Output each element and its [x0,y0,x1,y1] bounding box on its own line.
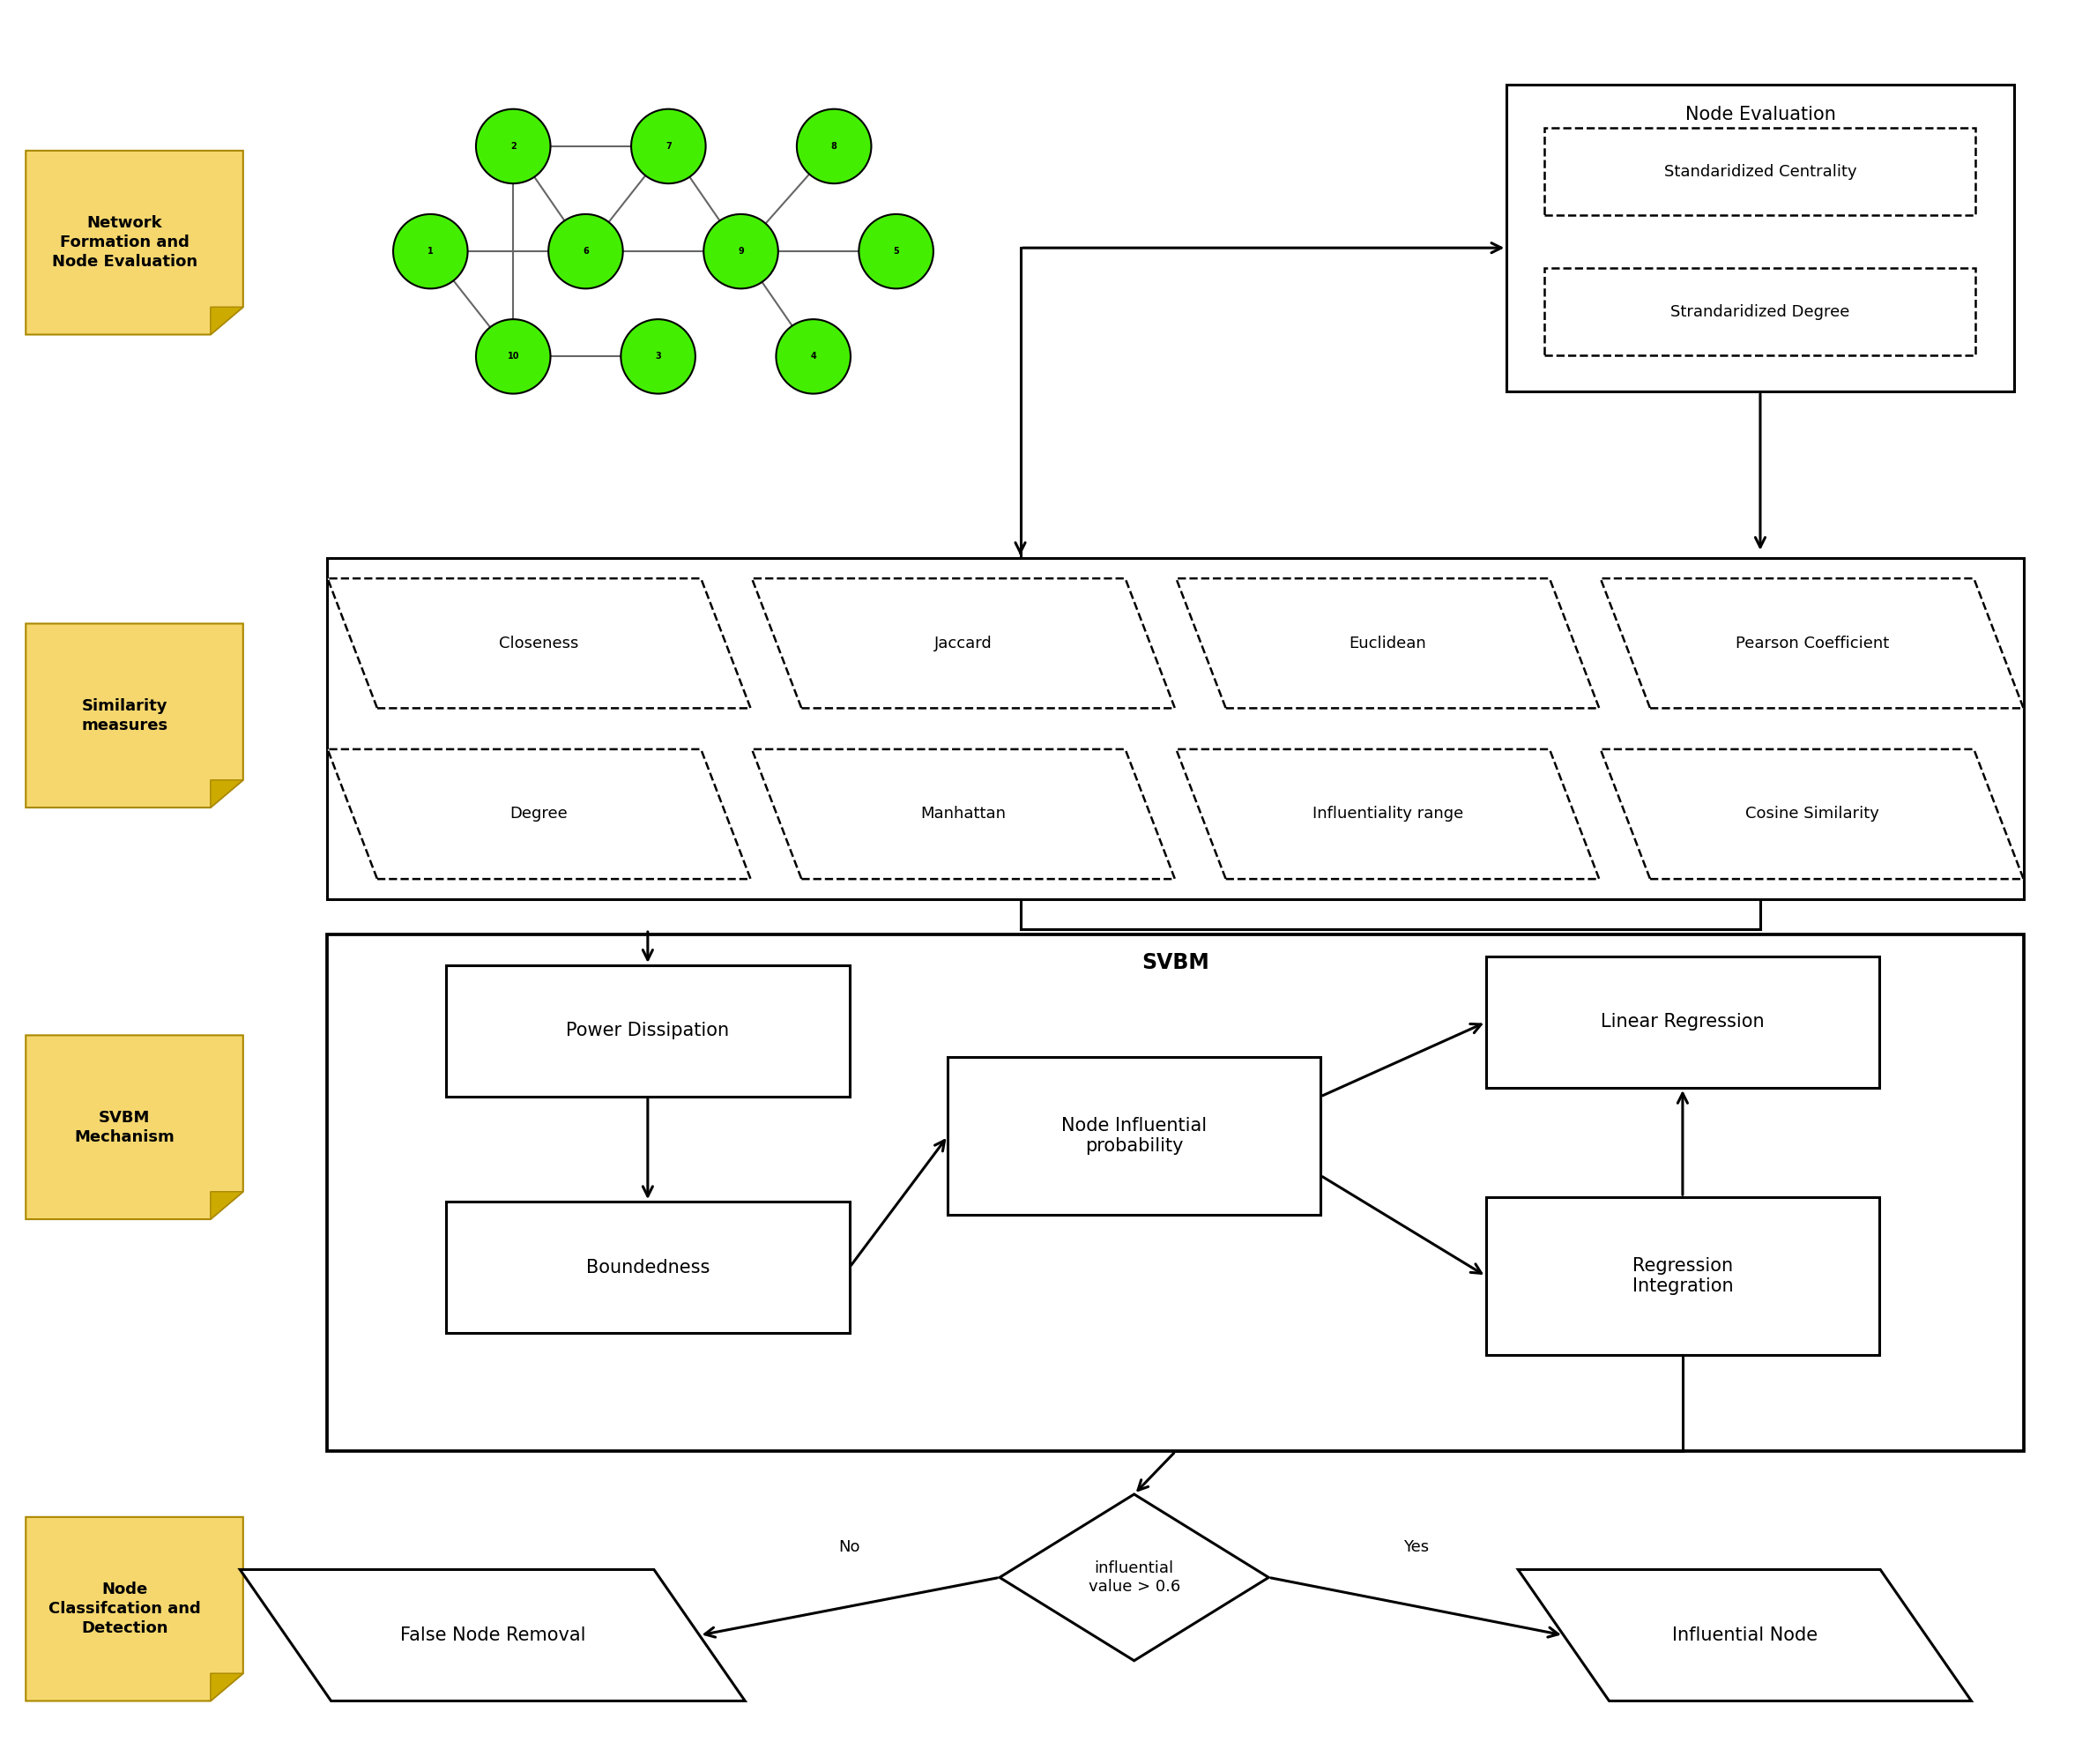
Text: Node
Classifcation and
Detection: Node Classifcation and Detection [48,1582,200,1637]
Bar [1545,268,1976,356]
Text: Standaridized Centrality: Standaridized Centrality [1664,164,1857,180]
Text: Boundedness: Boundedness [585,1258,710,1275]
Bar [1507,85,2013,392]
Polygon shape [210,1192,244,1219]
Text: Network
Formation and
Node Evaluation: Network Formation and Node Evaluation [52,215,198,270]
Text: 5: 5 [893,247,899,256]
Ellipse shape [548,213,623,289]
Polygon shape [999,1494,1268,1660]
Text: 4: 4 [810,353,816,362]
Polygon shape [1518,1570,1972,1700]
Text: Strandaridized Degree: Strandaridized Degree [1670,303,1851,319]
Ellipse shape [704,213,779,289]
Ellipse shape [477,109,550,183]
Ellipse shape [797,109,870,183]
Text: Power Dissipation: Power Dissipation [566,1021,729,1039]
Text: Node Influential
probability: Node Influential probability [1062,1117,1208,1155]
Ellipse shape [860,213,933,289]
Polygon shape [210,1674,244,1700]
Bar [446,965,849,1097]
Text: 6: 6 [583,247,589,256]
Bar [327,557,2024,900]
Text: SVBM: SVBM [1141,953,1210,974]
Polygon shape [1601,579,2024,707]
Text: Regression
Integration: Regression Integration [1632,1258,1732,1295]
Text: Similarity
measures: Similarity measures [81,699,169,734]
Text: False Node Removal: False Node Removal [400,1626,585,1644]
Polygon shape [25,624,244,808]
Text: Linear Regression: Linear Regression [1601,1013,1763,1030]
Text: Node Evaluation: Node Evaluation [1684,106,1836,123]
Polygon shape [25,1517,244,1700]
Bar [446,1201,849,1334]
Text: 10: 10 [508,353,518,362]
Bar [947,1057,1320,1215]
Polygon shape [210,307,244,335]
Text: 8: 8 [831,141,837,150]
Polygon shape [327,750,752,878]
Polygon shape [25,1035,244,1219]
Text: Manhattan: Manhattan [920,806,1006,822]
Text: Jaccard: Jaccard [935,635,993,651]
Ellipse shape [393,213,468,289]
Ellipse shape [777,319,852,393]
Polygon shape [327,579,752,707]
Ellipse shape [631,109,706,183]
Polygon shape [752,579,1174,707]
Polygon shape [1176,750,1599,878]
Text: 9: 9 [737,247,743,256]
Text: Degree: Degree [510,806,568,822]
Bar [1487,1198,1880,1355]
Polygon shape [210,780,244,808]
Ellipse shape [620,319,695,393]
Ellipse shape [477,319,550,393]
Text: Influential Node: Influential Node [1672,1626,1818,1644]
Text: Cosine Similarity: Cosine Similarity [1745,806,1878,822]
Polygon shape [1601,750,2024,878]
Text: influential
value > 0.6: influential value > 0.6 [1089,1561,1180,1595]
Bar [327,935,2024,1452]
Text: Influentiality range: Influentiality range [1312,806,1464,822]
Text: 3: 3 [656,353,662,362]
Bar [1545,127,1976,215]
Text: SVBM
Mechanism: SVBM Mechanism [75,1110,175,1145]
Bar [1487,956,1880,1088]
Text: 1: 1 [427,247,433,256]
Text: No: No [839,1538,860,1554]
Text: Euclidean: Euclidean [1349,635,1426,651]
Text: 2: 2 [510,141,516,150]
Text: 7: 7 [666,141,670,150]
Text: Yes: Yes [1403,1538,1428,1554]
Text: Closeness: Closeness [500,635,579,651]
Polygon shape [25,150,244,335]
Polygon shape [752,750,1174,878]
Polygon shape [1176,579,1599,707]
Text: Pearson Coefficient: Pearson Coefficient [1734,635,1888,651]
Polygon shape [239,1570,745,1700]
